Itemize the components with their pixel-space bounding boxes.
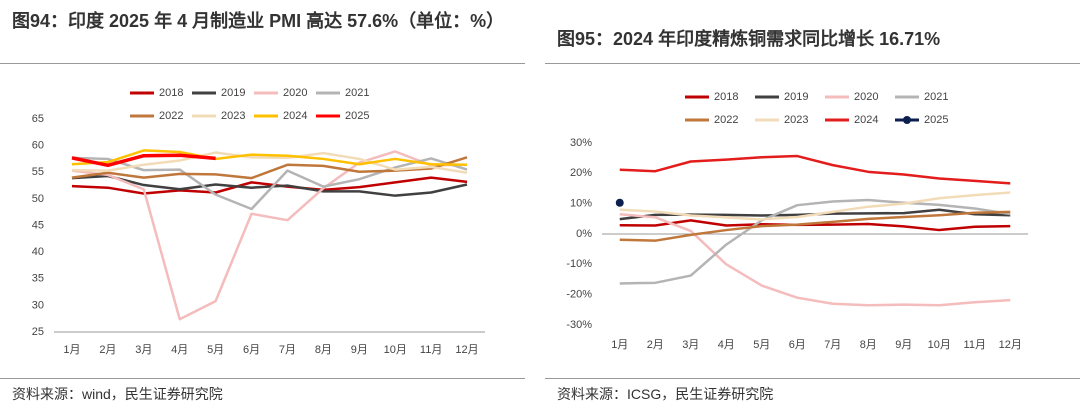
x-tick-label: 1月	[63, 344, 80, 356]
y-tick-label: 40	[32, 246, 44, 258]
x-tick-label: 7月	[279, 344, 296, 356]
y-tick-label: 55	[32, 166, 44, 178]
y-tick-label: -20%	[566, 289, 592, 301]
legend-label: 2021	[345, 87, 369, 99]
legend-label: 2022	[714, 114, 738, 126]
rule	[0, 63, 525, 64]
y-tick-label: 65	[32, 113, 44, 125]
x-tick-label: 6月	[789, 339, 806, 351]
legend-label: 2025	[345, 110, 369, 122]
source: 资料来源：ICSG，民生证券研究院	[557, 386, 774, 402]
legend-label: 2022	[159, 110, 183, 122]
legend-label: 2019	[221, 87, 245, 99]
x-tick-label: 9月	[351, 344, 368, 356]
y-tick-label: 25	[32, 326, 44, 338]
x-tick-label: 2月	[99, 344, 116, 356]
series-line	[71, 149, 468, 167]
x-tick-label: 3月	[682, 339, 699, 351]
series-line	[619, 213, 1011, 307]
legend-label: 2018	[159, 87, 183, 99]
series-line	[619, 191, 1011, 221]
chart: -30% -20% -10% 0% 10% 20% 30% 1月 2月 3月 4月 5月 6月 7月 8月 9…	[566, 91, 1028, 351]
x-tick-label: 1月	[611, 339, 628, 351]
rule	[545, 378, 1080, 379]
legend-label: 2019	[784, 91, 808, 103]
x-tick-label: 5月	[207, 344, 224, 356]
series-line	[619, 198, 1011, 285]
y-tick-label: -10%	[566, 258, 592, 270]
series-line	[71, 156, 468, 211]
legend-label: 2020	[854, 91, 878, 103]
x-tick-label: 12月	[999, 339, 1022, 351]
x-tick-label: 6月	[243, 344, 260, 356]
series-line	[71, 176, 468, 195]
x-tick-label: 8月	[315, 344, 332, 356]
x-tick-label: 8月	[860, 339, 877, 351]
chart-title: 图94：印度 2025 年 4 月制造业 PMI 高达 57.6%（单位：%）	[12, 11, 505, 31]
legend-label: 2023	[784, 114, 808, 126]
rule	[0, 378, 525, 379]
y-tick-label: 50	[32, 193, 44, 205]
x-tick-label: 11月	[420, 344, 442, 356]
x-tick-label: 4月	[171, 344, 188, 356]
legend-label: 2018	[714, 91, 738, 103]
y-tick-label: 0%	[576, 228, 592, 240]
rule	[545, 63, 1080, 64]
x-tick-label: 5月	[753, 339, 770, 351]
legend-label: 2024	[283, 110, 307, 122]
series-line	[71, 153, 216, 168]
panel: 图95：2024 年印度精炼铜需求同比增长 16.71% -30% -20% -10…	[545, 0, 1080, 412]
y-tick-label: 35	[32, 273, 44, 285]
x-tick-label: 7月	[824, 339, 841, 351]
y-tick-label: -30%	[566, 319, 592, 331]
y-tick-label: 10%	[570, 198, 592, 210]
x-tick-label: 9月	[895, 339, 912, 351]
y-tick-label: 20%	[570, 167, 592, 179]
source: 资料来源：wind，民生证券研究院	[12, 386, 223, 402]
legend-swatch	[903, 116, 911, 124]
legend-label: 2021	[924, 91, 948, 103]
legend-label: 2023	[221, 110, 245, 122]
x-tick-label: 4月	[718, 339, 735, 351]
panel: 图94：印度 2025 年 4 月制造业 PMI 高达 57.6%（单位：%） …	[0, 0, 525, 412]
y-tick-label: 30%	[570, 137, 592, 149]
legend-label: 2024	[854, 114, 878, 126]
chart-title: 图95：2024 年印度精炼铜需求同比增长 16.71%	[557, 29, 941, 49]
y-tick-label: 60	[32, 140, 44, 152]
series-line	[71, 174, 468, 197]
x-tick-label: 2月	[647, 339, 664, 351]
series-line	[71, 150, 468, 321]
y-tick-label: 30	[32, 299, 44, 311]
point	[615, 198, 624, 207]
x-tick-label: 10月	[928, 339, 951, 351]
chart: 25 30 35 40 45 50 55 60 65 1月 2月 3月 4月 5月 6月 7月 8月 9月 10月 1…	[32, 87, 485, 356]
series-line	[619, 210, 1011, 242]
x-tick-label: 10月	[384, 344, 407, 356]
legend-label: 2020	[283, 87, 307, 99]
series-line	[619, 219, 1011, 232]
series-line	[619, 154, 1011, 185]
series-line	[71, 151, 468, 175]
legend-label: 2025	[924, 114, 948, 126]
x-tick-label: 3月	[135, 344, 152, 356]
y-tick-label: 45	[32, 219, 44, 231]
x-tick-label: 11月	[964, 339, 986, 351]
x-tick-label: 12月	[455, 344, 478, 356]
